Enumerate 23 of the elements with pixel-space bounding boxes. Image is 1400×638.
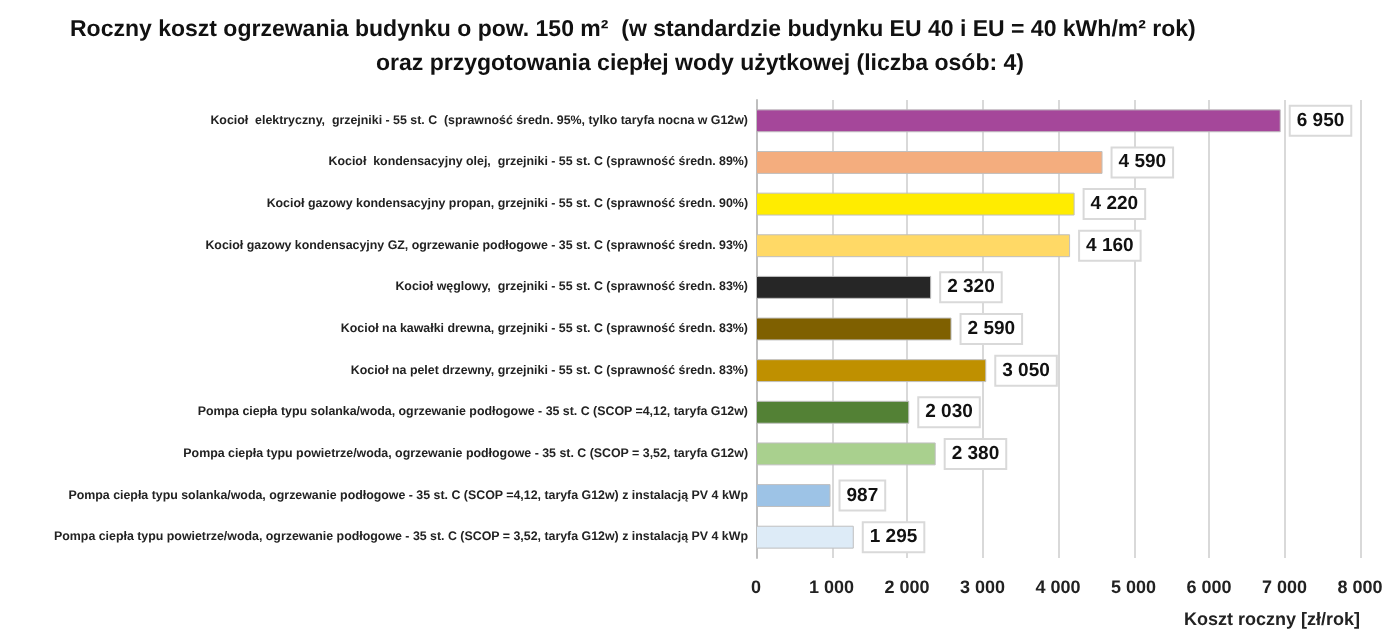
x-tick-label: 4 000	[1035, 577, 1081, 597]
data-label: 987	[846, 484, 879, 507]
x-axis-title: Koszt roczny [zł/rok]	[1183, 609, 1360, 629]
chart-title: Roczny koszt ogrzewania budynku o pow. 150 m² (w standardzie budynku EU 40 i EU = 40 kWh/m² rok)	[70, 18, 1197, 42]
data-label: 4 590	[1118, 151, 1167, 174]
data-label: 2 320	[947, 276, 995, 299]
x-tick-label: 0	[750, 577, 762, 597]
data-label: 4 220	[1090, 193, 1139, 216]
data-label: 4 160	[1086, 234, 1134, 257]
x-tick-label: 8 000	[1337, 577, 1383, 597]
x-tick-label: 6 000	[1186, 577, 1232, 597]
data-label: 3 050	[1002, 359, 1050, 382]
data-label: 2 590	[967, 318, 1016, 340]
x-tick-label: 7 000	[1261, 577, 1308, 597]
x-tick-label: 1 000	[808, 577, 855, 597]
x-tick-label: 2 000	[884, 577, 930, 597]
chart-subtitle: oraz przygotowania ciepłej wody użytkowej (liczba osób: 4)	[376, 52, 1025, 76]
data-label: 6 950	[1296, 109, 1345, 132]
data-label: 2 030	[925, 401, 973, 424]
x-tick-label: 3 000	[959, 577, 1006, 597]
x-tick-label: 5 000	[1110, 577, 1157, 597]
data-label: 2 380	[951, 442, 1000, 465]
data-label: 1 295	[869, 526, 919, 549]
